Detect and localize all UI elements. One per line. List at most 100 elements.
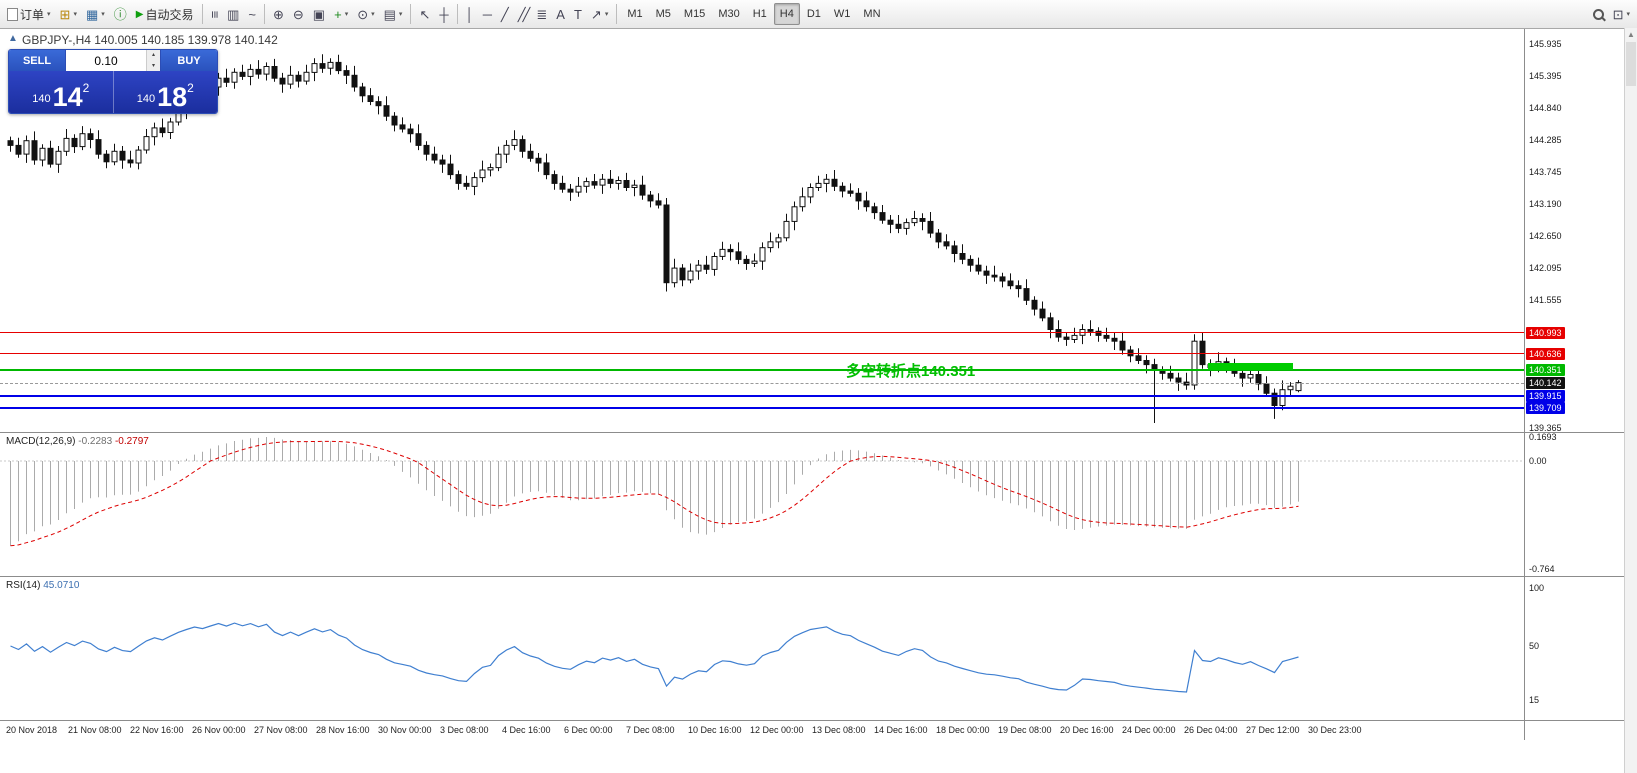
toolbar-separator bbox=[410, 4, 412, 24]
timeframe-m1-button[interactable]: M1 bbox=[621, 3, 648, 25]
zoom-in-button[interactable]: ⊕ bbox=[269, 3, 288, 25]
buy-price: 140 18 2 bbox=[112, 71, 218, 113]
lot-increase-button[interactable]: ▴ bbox=[147, 50, 160, 61]
data-window-icon: ⓘ bbox=[113, 6, 127, 22]
price-axis-label: 144.285 bbox=[1529, 135, 1562, 146]
timeframe-d1-button[interactable]: D1 bbox=[801, 3, 827, 25]
new-chart-button[interactable]: ⊞ ▾ bbox=[56, 3, 81, 25]
timeframe-h1-button[interactable]: H1 bbox=[747, 3, 773, 25]
panel-divider[interactable] bbox=[0, 576, 1625, 577]
one-click-panel-toggle-icon[interactable]: ▲ bbox=[8, 33, 18, 44]
time-axis[interactable]: 20 Nov 2018 21 Nov 08:00 22 Nov 16:00 26 No… bbox=[0, 720, 1625, 743]
resistance-line-upper[interactable] bbox=[0, 332, 1524, 334]
rsi-axis-label: 100 bbox=[1529, 583, 1545, 593]
periods-button[interactable]: ⊙ ▾ bbox=[353, 3, 378, 25]
tile-windows-button[interactable]: ▣ bbox=[309, 3, 329, 25]
rsi-axis-label: 50 bbox=[1529, 641, 1540, 651]
time-axis-label: 14 Dec 16:00 bbox=[874, 725, 928, 735]
sell-price-big: 14 bbox=[52, 82, 83, 113]
panel-divider[interactable] bbox=[0, 432, 1625, 433]
time-axis-label: 20 Dec 16:00 bbox=[1060, 725, 1114, 735]
one-click-prices-row: 140 14 2 140 18 2 bbox=[9, 71, 217, 113]
chevron-down-icon: ▾ bbox=[101, 11, 105, 18]
arrows-button[interactable]: ↗ ▾ bbox=[587, 3, 612, 25]
play-icon: ▶ bbox=[135, 8, 144, 20]
timeframe-m15-button[interactable]: M15 bbox=[678, 3, 711, 25]
lot-spinner: ▴ ▾ bbox=[146, 50, 160, 71]
horizontal-line-button[interactable]: ─ bbox=[479, 3, 496, 25]
rsi-panel[interactable] bbox=[0, 576, 1524, 720]
bar-chart-icon: ≡ bbox=[206, 10, 222, 18]
cursor-button[interactable]: ↖ bbox=[415, 3, 434, 25]
fibonacci-button[interactable]: ≣ bbox=[532, 3, 551, 25]
crosshair-button[interactable]: ┼ bbox=[435, 3, 452, 25]
cursor-icon: ↖ bbox=[419, 6, 431, 22]
pivot-annotation-text[interactable]: 多空转折点140.351 bbox=[846, 363, 976, 380]
templates-button[interactable]: ▤ ▾ bbox=[380, 3, 407, 25]
time-axis-label: 19 Dec 08:00 bbox=[998, 725, 1052, 735]
price-axis-label: 142.095 bbox=[1529, 263, 1562, 274]
vertical-line-button[interactable]: │ bbox=[462, 3, 478, 25]
lot-size-input[interactable] bbox=[66, 50, 146, 71]
current-price-line[interactable] bbox=[0, 382, 1524, 384]
macd-axis-label: -0.764 bbox=[1529, 564, 1555, 574]
rsi-value: 45.0710 bbox=[43, 580, 80, 591]
vertical-scrollbar[interactable]: ▲ bbox=[1624, 28, 1637, 773]
resistance-line-lower[interactable] bbox=[0, 353, 1524, 355]
price-axis[interactable]: 145.935 145.395 144.840 144.285 143.745 143.1… bbox=[1524, 28, 1626, 740]
time-axis-label: 10 Dec 16:00 bbox=[688, 725, 742, 735]
price-axis-label: 145.395 bbox=[1529, 70, 1562, 81]
timeframe-m5-button[interactable]: M5 bbox=[650, 3, 677, 25]
time-axis-label: 28 Nov 16:00 bbox=[316, 725, 370, 735]
price-axis-label: 143.745 bbox=[1529, 167, 1562, 177]
crosshair-icon: ┼ bbox=[439, 6, 449, 22]
autotrading-button[interactable]: ▶ 自动交易 bbox=[132, 3, 198, 25]
scroll-up-icon: ▲ bbox=[1627, 30, 1635, 39]
sell-button[interactable]: SELL bbox=[9, 50, 65, 71]
macd-name: MACD(12,26,9) bbox=[6, 436, 76, 447]
pivot-highlight-box[interactable] bbox=[1208, 363, 1293, 370]
buy-button[interactable]: BUY bbox=[161, 50, 217, 71]
buy-price-sup: 2 bbox=[187, 81, 194, 95]
bar-chart-button[interactable]: ≡ bbox=[207, 3, 223, 25]
pivot-line[interactable] bbox=[0, 369, 1524, 372]
support-line-lower[interactable] bbox=[0, 406, 1524, 409]
timeframe-mn-button[interactable]: MN bbox=[857, 3, 886, 25]
timeframe-h4-button[interactable]: H4 bbox=[773, 3, 800, 25]
timeframe-w1-button[interactable]: W1 bbox=[828, 3, 857, 25]
indicators-button[interactable]: + ▾ bbox=[330, 3, 352, 25]
candlestick-chart-button[interactable]: ▥ bbox=[223, 3, 243, 25]
new-order-button[interactable]: 订单 ▾ bbox=[3, 3, 55, 25]
scrollbar-thumb[interactable] bbox=[1626, 42, 1636, 86]
symbol-search-button[interactable]: ⊡ ▾ bbox=[1609, 3, 1634, 25]
macd-panel[interactable] bbox=[0, 432, 1524, 576]
time-axis-label: 27 Nov 08:00 bbox=[254, 725, 308, 735]
price-axis-label: 143.190 bbox=[1529, 199, 1562, 210]
text-label-button[interactable]: T bbox=[570, 3, 586, 25]
trendline-button[interactable]: ╱ bbox=[497, 3, 513, 25]
chevron-down-icon: ▾ bbox=[604, 11, 609, 18]
vertical-line-icon: │ bbox=[465, 6, 474, 22]
data-window-button[interactable]: ⓘ bbox=[110, 3, 131, 25]
horizontal-line-icon: ─ bbox=[482, 6, 492, 22]
macd-axis-label: 0.00 bbox=[1529, 456, 1547, 466]
toolbar-separator bbox=[456, 4, 458, 24]
timeframe-m30-button[interactable]: M30 bbox=[712, 3, 745, 25]
equidistant-channel-button[interactable]: ╱╱ bbox=[514, 3, 532, 25]
chevron-down-icon: ▾ bbox=[47, 11, 51, 18]
zoom-out-button[interactable]: ⊖ bbox=[289, 3, 308, 25]
time-axis-label: 7 Dec 08:00 bbox=[626, 725, 675, 735]
price-badge-pivot-line: 140.351 bbox=[1526, 364, 1565, 377]
support-line-upper[interactable] bbox=[0, 394, 1524, 397]
new-chart-icon: ⊞ bbox=[59, 6, 71, 22]
profiles-button[interactable]: ▦ ▾ bbox=[82, 3, 109, 25]
zoom-out-icon: ⊖ bbox=[292, 6, 304, 22]
lot-decrease-button[interactable]: ▾ bbox=[147, 60, 160, 71]
text-button[interactable]: A bbox=[552, 3, 569, 25]
tile-windows-icon: ▣ bbox=[312, 6, 326, 22]
price-axis-label: 142.650 bbox=[1529, 231, 1562, 241]
search-button[interactable] bbox=[1589, 3, 1608, 25]
price-axis-label: 145.935 bbox=[1529, 39, 1562, 49]
line-chart-button[interactable]: ~ bbox=[244, 3, 260, 25]
